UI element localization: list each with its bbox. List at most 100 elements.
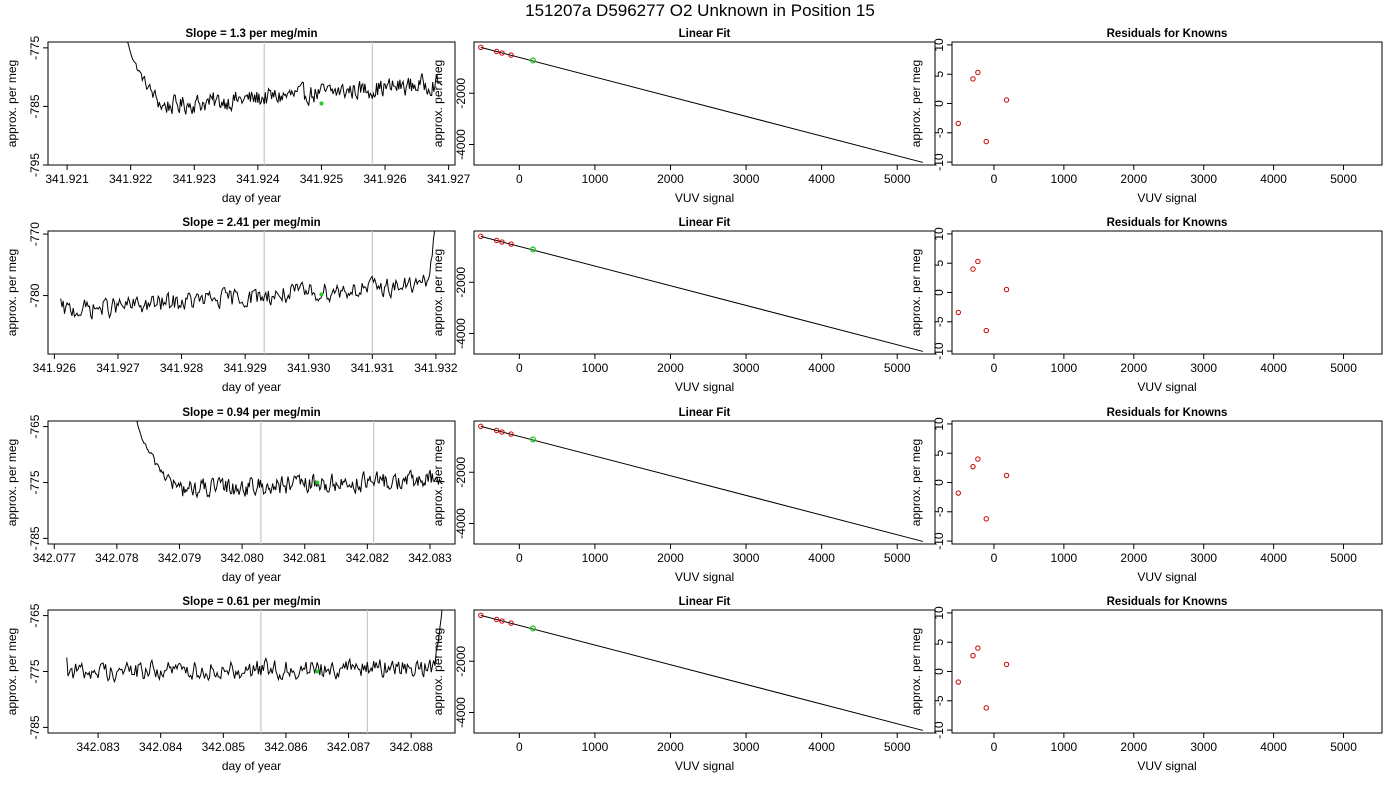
plot-area xyxy=(60,231,436,354)
panel-scatter-r3c2: Residuals for Knowns 0 1000 2000 3000 4000 500… xyxy=(909,596,1383,773)
y-tick-label: -5 xyxy=(932,127,946,138)
panel-scatter-r0c1: Linear Fit 0 1000 2000 3000 4000 5000 -2000 -400… xyxy=(431,28,936,205)
x-tick-label: 4000 xyxy=(808,551,835,565)
plot-area xyxy=(955,645,1010,711)
x-tick-label: 341.922 xyxy=(109,172,153,186)
x-tick-label: 3000 xyxy=(1190,551,1217,565)
y-tick-label: 5 xyxy=(932,450,946,457)
y-tick-label: -2000 xyxy=(454,457,468,488)
x-tick-label: 341.929 xyxy=(223,361,267,375)
known-point xyxy=(983,138,989,145)
y-tick-label: -785 xyxy=(28,94,42,118)
x-tick-label: 1000 xyxy=(582,172,609,186)
x-tick-label: 0 xyxy=(991,551,998,565)
x-tick-label: 0 xyxy=(516,172,523,186)
y-tick-label: -4000 xyxy=(454,129,468,160)
known-point xyxy=(478,44,484,51)
x-tick-label: 341.926 xyxy=(363,172,407,186)
x-tick-label: 2000 xyxy=(1120,361,1147,375)
y-tick-label: -5 xyxy=(932,506,946,517)
x-tick-label: 3000 xyxy=(1190,361,1217,375)
x-tick-label: 341.921 xyxy=(45,172,89,186)
plot-area xyxy=(955,456,1010,522)
known-point xyxy=(970,652,976,659)
panel-title: Linear Fit xyxy=(679,217,731,229)
y-tick-label: 10 xyxy=(932,227,946,241)
panel-line-r0c0: Slope = 1.3 per meg/min 341.921 341.922 341… xyxy=(5,28,471,205)
known-point xyxy=(983,705,989,711)
known-point xyxy=(493,427,500,434)
y-tick-label: -10 xyxy=(932,342,946,360)
known-point xyxy=(970,266,976,272)
x-tick-label: 3000 xyxy=(733,551,760,565)
x-tick-label: 5000 xyxy=(884,740,911,754)
data-trace xyxy=(127,42,443,115)
y-axis-label: approx. per meg xyxy=(431,439,445,526)
x-tick-label: 2000 xyxy=(1120,740,1147,754)
unknown-marker xyxy=(315,480,320,485)
x-tick-label: 2000 xyxy=(657,172,684,186)
y-tick-label: 0 xyxy=(932,100,946,107)
fit-line xyxy=(480,46,924,163)
known-point xyxy=(975,645,981,651)
panel-scatter-r2c2: Residuals for Knowns 0 1000 2000 3000 4000 500… xyxy=(909,407,1383,584)
x-tick-label: 342.083 xyxy=(408,551,452,565)
x-tick-label: 2000 xyxy=(1120,172,1147,186)
unknown-marker xyxy=(319,292,324,297)
x-tick-label: 4000 xyxy=(808,740,835,754)
x-tick-label: 4000 xyxy=(1260,172,1287,186)
data-trace xyxy=(66,610,443,684)
fit-line xyxy=(480,614,924,731)
x-tick-label: 4000 xyxy=(1260,361,1287,375)
x-axis-label: day of year xyxy=(222,759,281,773)
x-tick-label: 0 xyxy=(516,740,523,754)
x-tick-label: 1000 xyxy=(1051,361,1078,375)
known-point xyxy=(478,612,484,619)
y-axis-label: approx. per meg xyxy=(5,60,19,147)
x-tick-label: 341.928 xyxy=(160,361,204,375)
y-tick-label: -770 xyxy=(28,222,42,246)
known-point xyxy=(508,241,514,247)
y-tick-label: -775 xyxy=(28,470,42,494)
x-tick-label: 2000 xyxy=(657,551,684,565)
x-tick-label: 342.083 xyxy=(76,740,120,754)
known-point xyxy=(983,327,989,334)
x-tick-label: 3000 xyxy=(1190,172,1217,186)
panel-title: Slope = 0.61 per meg/min xyxy=(182,596,320,608)
y-tick-label: -795 xyxy=(28,153,42,177)
y-tick-label: 10 xyxy=(932,606,946,620)
plot-area xyxy=(478,612,924,731)
x-tick-label: 0 xyxy=(516,361,523,375)
known-point xyxy=(478,423,484,430)
plot-area xyxy=(955,258,1010,334)
plot-area xyxy=(955,69,1010,145)
x-tick-label: 342.079 xyxy=(158,551,202,565)
x-tick-label: 1000 xyxy=(1051,172,1078,186)
panel-title: Slope = 0.94 per meg/min xyxy=(182,407,320,419)
x-tick-label: 342.077 xyxy=(33,551,77,565)
y-tick-label: -2000 xyxy=(454,646,468,677)
y-tick-label: -775 xyxy=(28,36,42,60)
panel-scatter-r3c1: Linear Fit 0 1000 2000 3000 4000 5000 -2000 -400… xyxy=(431,596,936,773)
plot-frame xyxy=(951,41,1383,166)
plot-frame xyxy=(473,609,936,734)
y-tick-label: -5 xyxy=(932,316,946,327)
x-tick-label: 1000 xyxy=(1051,740,1078,754)
y-tick-label: -2000 xyxy=(454,78,468,109)
known-point xyxy=(983,516,989,522)
known-point xyxy=(970,76,976,82)
y-tick-label: 10 xyxy=(932,38,946,52)
panel-line-r3c0: Slope = 0.61 per meg/min 342.083 342.084 34… xyxy=(5,596,456,773)
x-tick-label: 342.082 xyxy=(346,551,390,565)
panel-scatter-r1c1: Linear Fit 0 1000 2000 3000 4000 5000 -2000 -400… xyxy=(431,217,936,394)
y-tick-label: -765 xyxy=(28,603,42,627)
panel-title: Residuals for Knowns xyxy=(1107,217,1228,229)
x-tick-label: 342.088 xyxy=(389,740,433,754)
panel-title: Linear Fit xyxy=(679,28,731,40)
x-tick-label: 5000 xyxy=(1330,551,1357,565)
plot-frame xyxy=(473,41,936,166)
y-tick-label: -10 xyxy=(932,153,946,171)
y-tick-label: -4000 xyxy=(454,318,468,349)
